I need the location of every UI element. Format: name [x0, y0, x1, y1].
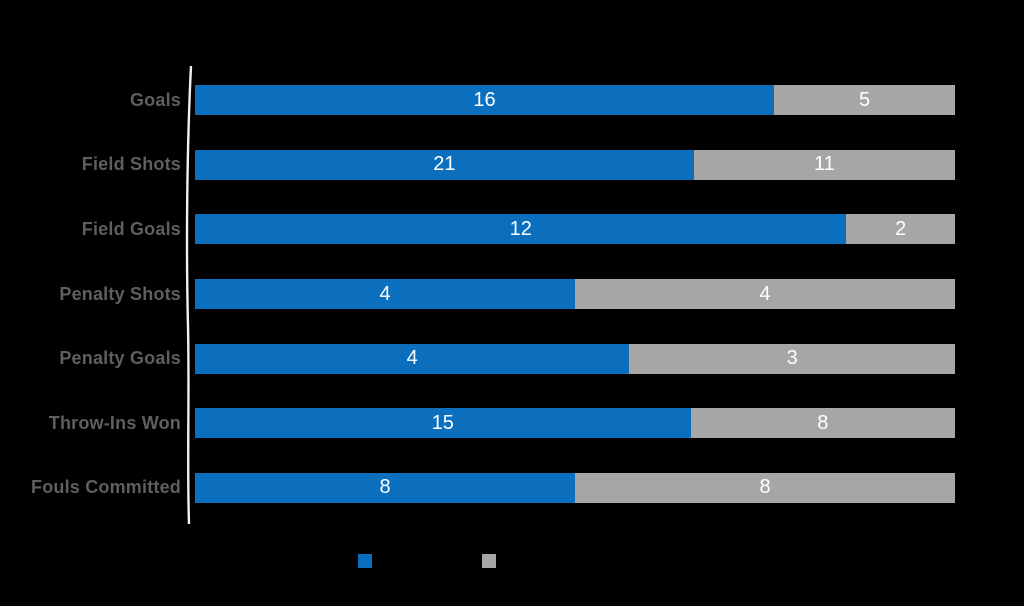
segment-value-label: 4: [406, 347, 418, 370]
category-label: Throw-Ins Won: [48, 412, 181, 433]
segment-value-label: 11: [813, 153, 835, 176]
bar-segment-series-1-blue: 8: [195, 472, 575, 503]
chart-row: Throw-Ins Won 15 8: [0, 391, 955, 456]
legend-item-2: [482, 554, 606, 568]
segment-value-label: 8: [379, 476, 391, 499]
segment-value-label: 3: [786, 347, 798, 370]
segment-value-label: 16: [473, 88, 496, 111]
category-label: Penalty Goals: [59, 348, 181, 369]
bar-segment-series-2-gray: 5: [774, 85, 955, 116]
chart-row: Penalty Goals 4 3: [0, 326, 955, 391]
category-label: Penalty Shots: [59, 283, 181, 304]
category-label: Goals: [129, 89, 181, 110]
bar-segment-series-1-blue: 15: [195, 408, 691, 439]
segment-value-label: 8: [759, 476, 771, 499]
chart-row: Fouls Committed 8 8: [0, 455, 955, 520]
category-label: Field Shots: [81, 154, 181, 175]
segment-value-label: 2: [895, 217, 907, 240]
chart-row: Field Goals 12 2: [0, 197, 955, 262]
segment-value-label: 15: [431, 411, 454, 434]
chart-row: Goals 16 5: [0, 68, 955, 133]
bar-segment-series-2-gray: 8: [690, 408, 955, 439]
bar-track: 12 2: [195, 214, 955, 245]
bar-track: 21 11: [195, 149, 955, 180]
bar-segment-series-1-blue: 21: [195, 149, 694, 180]
chart-row: Penalty Shots 4 4: [0, 262, 955, 327]
bar-segment-series-2-gray: 2: [846, 214, 955, 245]
bar-segment-series-1-blue: 16: [195, 85, 775, 116]
bar-segment-series-1-blue: 12: [195, 214, 847, 245]
legend-item-1: [358, 554, 482, 568]
segment-value-label: 8: [817, 411, 829, 434]
bar-segment-series-2-gray: 8: [575, 472, 955, 503]
segment-value-label: 5: [858, 88, 871, 111]
segment-value-label: 12: [509, 217, 532, 240]
bar-segment-series-1-blue: 4: [195, 343, 630, 374]
bar-track: 16 5: [195, 85, 955, 116]
bar-segment-series-2-gray: 11: [693, 149, 955, 180]
chart-legend: [358, 554, 606, 568]
bar-track: 15 8: [195, 408, 955, 439]
bar-segment-series-1-blue: 4: [195, 279, 575, 310]
chart-rows: Goals 16 5 Field Shots 21 11 Field Goals 12 2 Pen…: [0, 68, 955, 520]
category-label: Fouls Committed: [31, 477, 181, 498]
segment-value-label: 21: [433, 153, 456, 176]
category-label: Field Goals: [81, 218, 181, 239]
legend-swatch-gray: [482, 554, 496, 568]
segment-value-label: 4: [759, 282, 771, 305]
segment-value-label: 4: [379, 282, 391, 305]
legend-swatch-blue: [358, 554, 372, 568]
bar-segment-series-2-gray: 3: [629, 343, 955, 374]
chart-row: Field Shots 21 11: [0, 133, 955, 198]
bar-segment-series-2-gray: 4: [575, 279, 955, 310]
